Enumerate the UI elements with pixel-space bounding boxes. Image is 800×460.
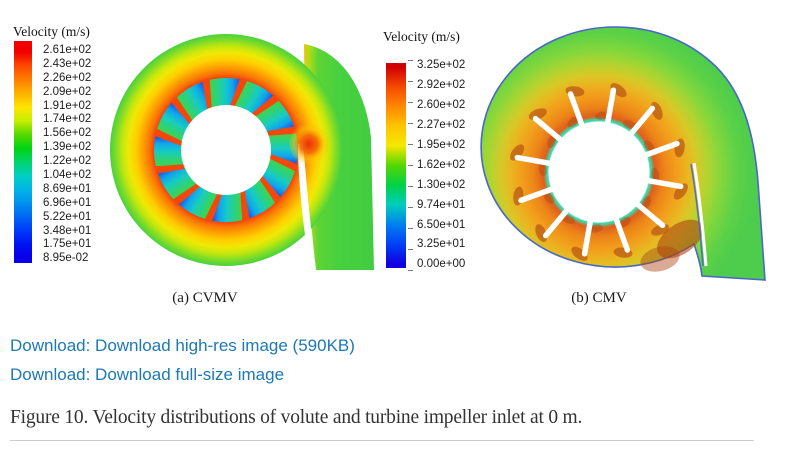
volute-tongue-wall: [692, 162, 708, 267]
subfigure-caption-a: (a) CVMV: [172, 290, 238, 306]
colorbar-tick-label: 1.39e+02: [43, 141, 92, 154]
colorbar-tick-label: 5.22e+01: [43, 210, 92, 223]
colorbar-tick-label: 1.91e+02: [43, 99, 92, 112]
colorbar-tick-label: 2.43e+02: [43, 57, 92, 70]
colorbar-tick-label: 2.60e+02: [417, 98, 466, 111]
colorbar-tick-label: 6.96e+01: [43, 196, 92, 209]
colorbar-tick-label: 1.04e+02: [43, 169, 92, 182]
colorbar-right: [386, 63, 406, 268]
colorbar-tick-label: 8.69e+01: [43, 182, 92, 195]
colorbar-tick-label: 1.74e+02: [43, 113, 92, 126]
colorbar-tick-label: 1.22e+02: [43, 155, 92, 168]
colorbar-title-left: Velocity (m/s): [13, 24, 90, 39]
colorbar-tick-label: 1.30e+02: [417, 178, 466, 191]
colorbar-tick-label: 2.09e+02: [43, 85, 92, 98]
colorbar-tick-label: 0.00e+00: [417, 258, 466, 271]
volute-tongue-wall: [298, 142, 316, 270]
colorbar-tick-label: 1.56e+02: [43, 127, 92, 140]
colorbar-right-labels: 3.25e+02 2.92e+02 2.60e+02 2.27e+02 1.95…: [417, 59, 466, 271]
colorbar-left: [14, 41, 32, 263]
impeller-hub: [549, 122, 649, 222]
colorbar-tick-label: 3.25e+02: [417, 59, 466, 71]
tongue-wake-patch: [640, 246, 680, 272]
divider: [10, 440, 754, 441]
colorbar-tick-label: 1.95e+02: [417, 138, 466, 151]
colorbar-tick-label: 3.48e+01: [43, 224, 92, 237]
colorbar-tick-label: 2.92e+02: [417, 78, 466, 91]
colorbar-left-labels: 2.61e+02 2.43e+02 2.26e+02 2.09e+02 1.91…: [43, 44, 92, 265]
colorbar-tick-label: 9.74e+01: [417, 198, 466, 211]
colorbar-tick-label: 1.75e+01: [43, 238, 92, 251]
volute-tongue-edge: [690, 163, 704, 267]
tongue-hotspot: [289, 124, 329, 164]
colorbar-tick-label: 2.27e+02: [417, 118, 466, 131]
colorbar-tick-label: 8.95e-02: [43, 252, 89, 265]
cmv-velocity-contour: [480, 26, 766, 281]
colorbar-tick-label: 2.26e+02: [43, 71, 92, 84]
colorbar-tick-label: 2.61e+02: [43, 44, 92, 56]
impeller-hub: [181, 105, 271, 195]
colorbar-right-ticks: [408, 60, 413, 271]
download-full-size-link[interactable]: Download: Download full-size image: [10, 365, 285, 384]
cvmv-velocity-contour: [110, 34, 374, 270]
figure-caption: Figure 10. Velocity distributions of vol…: [10, 407, 583, 428]
hub-rim: [546, 119, 652, 225]
colorbar-tick-label: 6.50e+01: [417, 218, 466, 231]
download-high-res-link[interactable]: Download: Download high-res image (590KB…: [10, 336, 355, 355]
subfigure-caption-b: (b) CMV: [571, 290, 627, 306]
colorbar-title-right: Velocity (m/s): [383, 29, 460, 44]
colorbar-tick-label: 3.25e+01: [417, 238, 466, 251]
colorbar-tick-label: 1.62e+02: [417, 158, 466, 171]
